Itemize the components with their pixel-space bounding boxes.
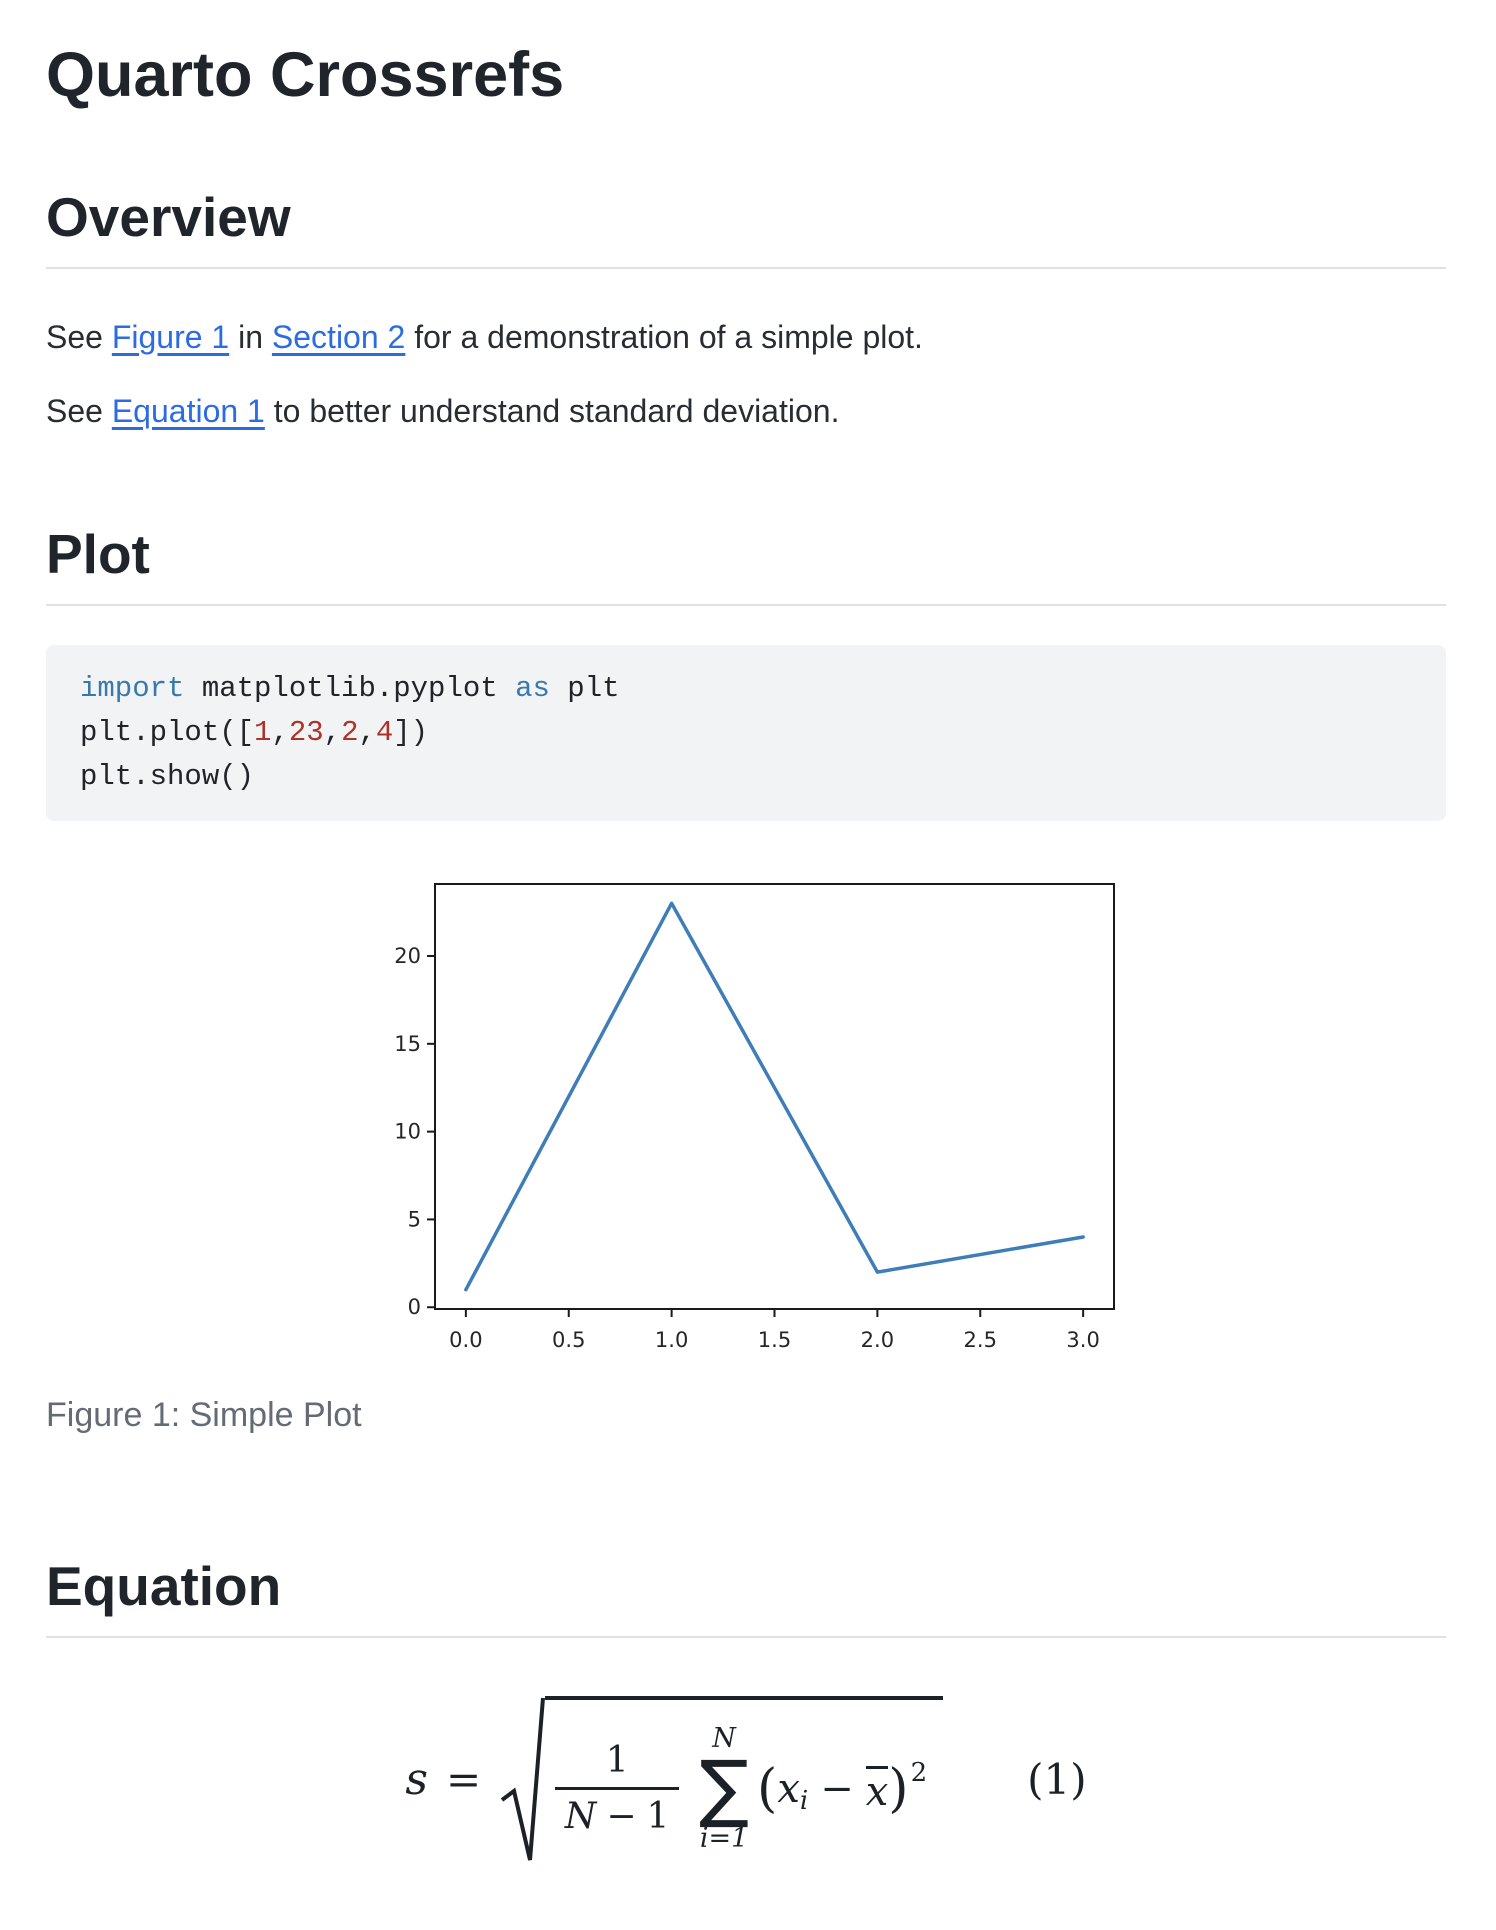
math-summation: N ∑ i=1 [699, 1724, 749, 1854]
document-body: Quarto Crossrefs Overview See Figure 1 i… [0, 38, 1496, 1864]
math-sqrt: 1 N −1 N ∑ i=1 ( x i − x ) 2 [499, 1695, 944, 1864]
term-minus: − [820, 1765, 854, 1812]
sigma-icon: ∑ [699, 1745, 750, 1832]
code-token: 4 [375, 715, 394, 749]
code-token: 23 [288, 715, 324, 749]
link-equation-1[interactable]: Equation 1 [111, 392, 265, 429]
heading-plot: Plot [46, 521, 1446, 606]
sum-lower-limit: i=1 [699, 1822, 749, 1854]
p2-text-post: to better understand standard deviation. [264, 392, 840, 429]
term-x: x [777, 1765, 800, 1812]
code-token: , [323, 715, 342, 749]
den-one: 1 [646, 1796, 670, 1838]
equation-display: s = 1 N −1 N ∑ i=1 ( x i [46, 1695, 1446, 1864]
radical-sign-icon [500, 1697, 546, 1861]
term-sub-i: i [799, 1785, 809, 1816]
data-line [464, 901, 1085, 1292]
p1-text-mid: in [229, 318, 272, 355]
y-tick-label: 5 [408, 1207, 421, 1231]
code-token: import [80, 671, 185, 705]
x-tick-label: 0.0 [449, 1328, 482, 1352]
den-minus: − [606, 1796, 637, 1838]
page-title: Quarto Crossrefs [46, 40, 565, 110]
axes-frame [434, 882, 1115, 1310]
p2-text-pre: See [46, 392, 112, 429]
link-section-2[interactable]: Section 2 [271, 318, 406, 355]
code-token: 1 [254, 715, 272, 749]
fraction-numerator: 1 [605, 1739, 629, 1781]
plot-background [390, 862, 1150, 1353]
x-tick-label: 0.5 [552, 1328, 585, 1352]
figure-caption: Figure 1: Simple Plot [46, 1395, 362, 1434]
figure-plot: 0.0 0.5 1.0 1.5 2.0 2.5 3.0 0 5 10 15 20 [390, 862, 1150, 1353]
math-equals: = [445, 1755, 482, 1805]
code-block: import matplotlib.pyplot as plt plt.plot… [46, 644, 1446, 821]
math-term: ( x i − x ) 2 [757, 1758, 927, 1819]
x-tick-label: 2.0 [861, 1328, 894, 1352]
code-token: plt.plot([ [80, 715, 255, 749]
code-token: , [358, 715, 376, 749]
y-tick-label: 20 [394, 944, 421, 968]
fraction-rule [555, 1787, 680, 1791]
y-tick-label: 15 [394, 1031, 421, 1055]
heading-overview: Overview [46, 184, 1446, 269]
heading-equation: Equation [46, 1553, 1446, 1638]
sum-upper-limit: N [712, 1722, 736, 1754]
term-xbar: x [865, 1765, 889, 1812]
math-lhs-s: s [405, 1754, 428, 1806]
den-N: N [564, 1796, 597, 1838]
link-figure-1[interactable]: Figure 1 [111, 318, 230, 355]
overview-paragraph-2: See Equation 1 to better understand stan… [46, 387, 1446, 435]
x-tick-label: 1.5 [758, 1328, 791, 1352]
code-token: as [515, 671, 550, 705]
p1-text-pre: See [46, 318, 112, 355]
figure-simple-plot: 0.0 0.5 1.0 1.5 2.0 2.5 3.0 0 5 10 15 20 [390, 862, 1150, 1353]
math-fraction: 1 N −1 [555, 1739, 680, 1838]
code-token: ]) [393, 715, 429, 749]
x-tick-label: 1.0 [655, 1328, 688, 1352]
x-tick-label: 2.5 [964, 1328, 997, 1352]
code-token: plt [549, 671, 620, 705]
x-tick-label: 3.0 [1066, 1328, 1099, 1352]
math-radicand: 1 N −1 N ∑ i=1 ( x i − x ) 2 [545, 1695, 944, 1864]
term-squared: 2 [910, 1757, 928, 1788]
code-token: matplotlib.pyplot [184, 671, 516, 705]
equation-number: (1) [1027, 1755, 1087, 1805]
code-token: plt.show() [80, 759, 255, 793]
overview-paragraph-1: See Figure 1 in Section 2 for a demonstr… [46, 313, 1446, 361]
code-token: , [271, 715, 289, 749]
y-tick-label: 10 [394, 1119, 421, 1143]
left-paren: ( [757, 1758, 778, 1819]
fraction-denominator: N −1 [565, 1796, 670, 1837]
p1-text-post: for a demonstration of a simple plot. [405, 318, 923, 355]
y-tick-label: 0 [408, 1295, 421, 1319]
code-token: 2 [341, 715, 359, 749]
right-paren: ) [888, 1758, 909, 1819]
